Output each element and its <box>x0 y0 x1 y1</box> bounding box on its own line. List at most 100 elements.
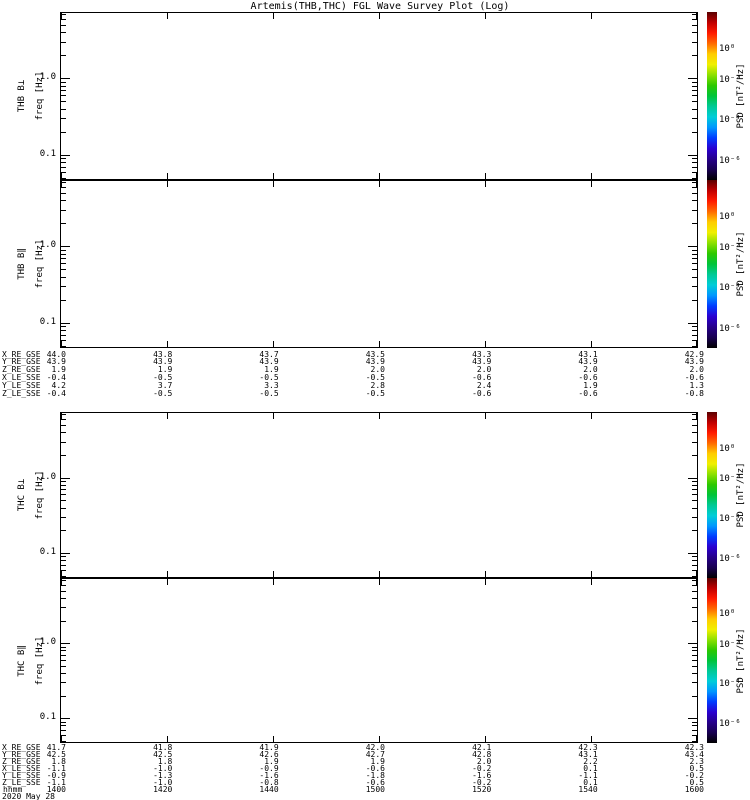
ephemeris-value: -0.6 <box>472 372 492 382</box>
freq-minor-tick <box>692 172 697 173</box>
time-tick-label: 1520 <box>472 785 492 795</box>
colorbar-tick-label: 10⁻⁴ <box>719 283 741 294</box>
ephemeris-value: 43.7 <box>259 349 279 359</box>
freq-minor-tick <box>692 330 697 331</box>
freq-tick-label: 0.1 <box>39 712 56 722</box>
freq-minor-tick <box>692 494 697 495</box>
freq-tick-label: 1.0 <box>39 72 56 82</box>
ephemeris-value: -1.8 <box>365 771 385 781</box>
time-tick-label: 1400 <box>46 785 66 795</box>
ephemeris-value: 1.9 <box>370 757 385 767</box>
x-major-tick <box>696 13 697 19</box>
freq-minor-tick <box>692 269 697 270</box>
ephemeris-value: 43.9 <box>578 357 598 367</box>
ephemeris-value: 42.3 <box>684 743 704 752</box>
colorbar-tick-label: 10⁰ <box>719 609 736 620</box>
ephemeris-row-label: Z_RE_GSE <box>2 757 41 767</box>
ephemeris-value: 43.9 <box>259 357 279 367</box>
x-major-tick <box>485 579 486 585</box>
x-major-tick <box>167 173 168 179</box>
ephemeris-row-label: X_RE_GSE <box>2 349 41 359</box>
ephemeris-value: 1.8 <box>157 757 173 767</box>
ephemeris-value: -0.5 <box>259 388 279 398</box>
x-major-tick <box>591 571 592 577</box>
ephemeris-row-label: Y_RE_GSE <box>2 357 41 367</box>
ephemeris-value: -1.3 <box>153 771 173 781</box>
ephemeris-value: -0.5 <box>153 388 173 398</box>
ephemeris-value: 42.6 <box>259 750 279 760</box>
x-major-tick <box>591 173 592 179</box>
ephemeris-value: 41.7 <box>46 743 66 752</box>
x-major-tick <box>273 579 274 585</box>
freq-minor-tick <box>61 178 66 179</box>
freq-minor-tick <box>692 725 697 726</box>
ephemeris-value: 0.1 <box>583 778 598 788</box>
x-major-tick <box>379 181 380 187</box>
ephemeris-value: -1.1 <box>578 771 598 781</box>
ephemeris-value: 43.4 <box>684 750 704 760</box>
freq-minor-tick <box>692 722 697 723</box>
freq-tick-label: 0.1 <box>39 317 56 327</box>
x-major-tick <box>61 13 62 19</box>
x-major-tick <box>696 736 697 742</box>
x-major-tick <box>167 736 168 742</box>
freq-minor-tick <box>692 442 697 443</box>
freq-major-tick <box>688 323 697 324</box>
freq-minor-tick <box>61 560 66 561</box>
x-major-tick <box>379 571 380 577</box>
x-major-tick <box>379 173 380 179</box>
freq-minor-tick <box>692 90 697 91</box>
ephemeris-value: 2.2 <box>583 757 598 767</box>
freq-minor-tick <box>692 660 697 661</box>
freq-minor-tick <box>692 300 697 301</box>
colorbar-tick-label: 10⁰ <box>719 43 736 54</box>
freq-minor-tick <box>61 118 66 119</box>
colorbar-2 <box>707 180 717 348</box>
ephemeris-value: 1.9 <box>51 365 66 375</box>
freq-major-tick <box>61 155 70 156</box>
freq-minor-tick <box>61 591 66 592</box>
panel-ylabel-name: THB B∥ <box>17 248 27 280</box>
freq-minor-tick <box>692 187 697 188</box>
freq-minor-tick <box>692 200 697 201</box>
freq-minor-tick <box>61 580 66 581</box>
freq-minor-tick <box>692 263 697 264</box>
x-major-tick <box>696 413 697 419</box>
freq-minor-tick <box>692 250 697 251</box>
freq-minor-tick <box>692 585 697 586</box>
freq-minor-tick <box>61 565 66 566</box>
ephemeris-value: 0.5 <box>689 778 704 788</box>
freq-minor-tick <box>61 335 66 336</box>
freq-minor-tick <box>61 263 66 264</box>
time-tick-label: 1440 <box>259 785 279 795</box>
ephemeris-value: 42.7 <box>365 750 385 760</box>
freq-minor-tick <box>61 158 66 159</box>
freq-minor-tick <box>61 442 66 443</box>
freq-minor-tick <box>692 570 697 571</box>
freq-tick-label: 0.1 <box>39 149 56 159</box>
ephemeris-value: 41.8 <box>153 743 173 752</box>
freq-minor-tick <box>692 419 697 420</box>
freq-minor-tick <box>61 340 66 341</box>
colorbar-title: PSD [nT²/Hz] <box>736 627 746 694</box>
freq-minor-tick <box>692 182 697 183</box>
freq-minor-tick <box>61 730 66 731</box>
freq-minor-tick <box>61 419 66 420</box>
ephemeris-row-label: Y_LE_SSE <box>2 771 41 781</box>
freq-minor-tick <box>692 455 697 456</box>
freq-minor-tick <box>61 82 66 83</box>
freq-minor-tick <box>61 101 66 102</box>
freq-minor-tick <box>61 210 66 211</box>
freq-minor-tick <box>61 258 66 259</box>
ephemeris-value: 2.0 <box>583 365 598 375</box>
x-major-tick <box>273 13 274 19</box>
freq-minor-tick <box>61 132 66 133</box>
freq-minor-tick <box>61 25 66 26</box>
freq-major-tick <box>61 553 70 554</box>
x-major-tick <box>696 579 697 585</box>
freq-minor-tick <box>61 517 66 518</box>
freq-minor-tick <box>61 725 66 726</box>
ephemeris-value: 2.0 <box>476 757 492 767</box>
x-major-tick <box>591 413 592 419</box>
ephemeris-row-label: Z_LE_SSE <box>2 778 41 788</box>
